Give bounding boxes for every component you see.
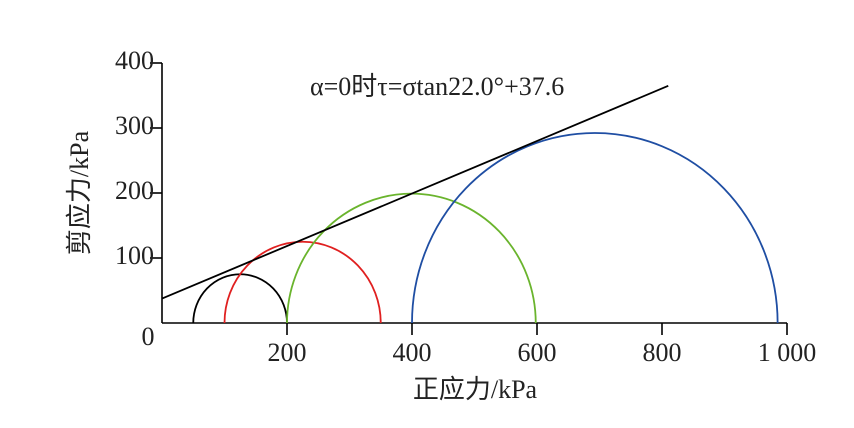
y-axis-label: 剪应力/kPa <box>65 130 94 255</box>
x-tick-label: 800 <box>643 338 682 367</box>
mohr-circle <box>411 132 779 324</box>
x-axis-label: 正应力/kPa <box>413 375 538 404</box>
y-tick-label: 200 <box>115 176 154 205</box>
mohr-circle <box>286 192 537 324</box>
annotation: α=0时τ=σtan22.0°+37.6 <box>310 72 564 101</box>
y-tick-label: 300 <box>115 111 154 140</box>
y-tick-label: 400 <box>115 46 154 75</box>
x-tick-label: 1 000 <box>758 338 817 367</box>
x-tick-label: 400 <box>393 338 432 367</box>
origin-label: 0 <box>142 322 155 351</box>
mohr-circle <box>192 273 288 324</box>
mohr-circle <box>223 240 382 324</box>
y-tick-label: 100 <box>115 241 154 270</box>
x-tick-label: 600 <box>518 338 557 367</box>
x-tick-label: 200 <box>268 338 307 367</box>
envelope-line <box>161 85 669 300</box>
